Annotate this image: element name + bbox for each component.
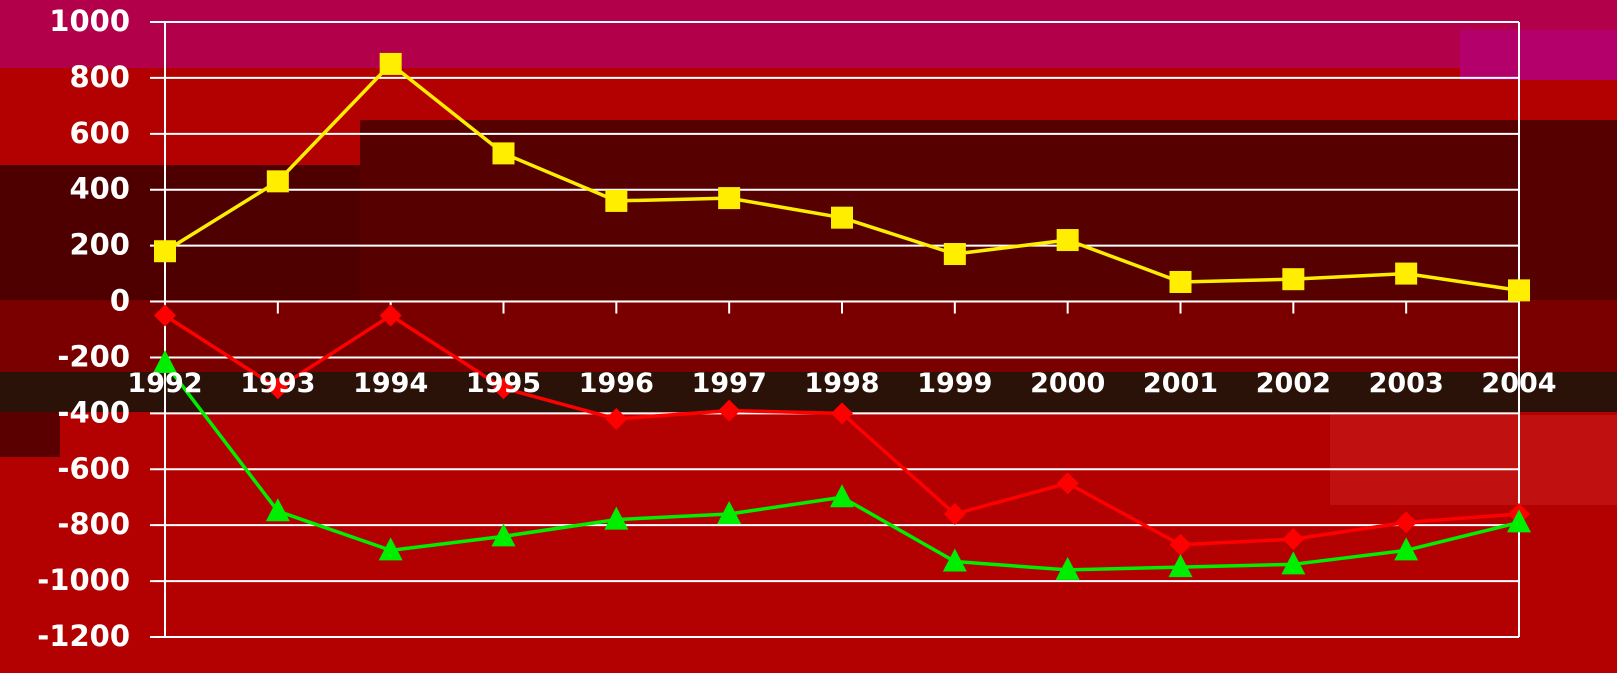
marker-triangle bbox=[265, 498, 290, 522]
marker-square bbox=[266, 170, 289, 193]
labels: -1200 -1000 -800 -600 -400 -200 0 200 400 600 800 1… bbox=[37, 4, 1556, 653]
y-tick-label: -200 bbox=[57, 339, 130, 373]
marker-triangle bbox=[942, 548, 967, 572]
lines bbox=[153, 52, 1531, 580]
y-tick-label: 400 bbox=[69, 172, 130, 206]
marker-triangle bbox=[830, 484, 854, 508]
x-tick-label: 2001 bbox=[1143, 368, 1218, 399]
marker-diamond bbox=[266, 377, 289, 400]
marker-square bbox=[154, 240, 176, 263]
y-tick-label: 600 bbox=[69, 116, 130, 150]
y-tick-label: 800 bbox=[69, 60, 130, 94]
x-tick-label: 1995 bbox=[466, 368, 541, 399]
marker-square bbox=[605, 189, 628, 212]
marker-diamond bbox=[718, 399, 741, 422]
marker-diamond bbox=[1056, 472, 1079, 495]
marker-diamond bbox=[379, 304, 402, 327]
x-tick-label: 2000 bbox=[1030, 368, 1105, 399]
marker-triangle bbox=[153, 350, 177, 374]
x-tick-label: 1993 bbox=[240, 368, 315, 399]
marker-triangle bbox=[717, 501, 742, 524]
y-tick-label: -800 bbox=[57, 507, 130, 541]
y-tick-label: 0 bbox=[110, 284, 130, 318]
marker-triangle bbox=[1394, 537, 1419, 561]
marker-square bbox=[1169, 270, 1192, 293]
x-tick-label: 1994 bbox=[353, 368, 428, 399]
marker-triangle bbox=[491, 523, 516, 547]
x-tick-label: 1999 bbox=[917, 368, 992, 399]
marker-square bbox=[718, 187, 741, 210]
marker-diamond bbox=[1169, 533, 1192, 556]
x-tick-label: 1998 bbox=[804, 368, 879, 399]
x-tick-label: 1992 bbox=[127, 368, 202, 399]
marker-diamond bbox=[154, 304, 176, 327]
marker-square bbox=[1395, 262, 1418, 285]
background-band bbox=[0, 0, 1617, 68]
marker-triangle bbox=[604, 506, 629, 530]
marker-triangle bbox=[1281, 551, 1306, 575]
marker-square bbox=[1282, 268, 1305, 291]
marker-triangle bbox=[1168, 554, 1193, 578]
y-tick-label: -400 bbox=[57, 395, 130, 429]
x-tick-label: 2003 bbox=[1369, 368, 1444, 399]
marker-square bbox=[379, 52, 402, 75]
marker-triangle bbox=[1055, 556, 1080, 580]
marker-diamond bbox=[1395, 511, 1418, 534]
x-tick-label: 1996 bbox=[579, 368, 654, 399]
background-band bbox=[0, 165, 360, 300]
y-tick-label: 200 bbox=[69, 228, 130, 262]
x-tick-label: 1997 bbox=[692, 368, 767, 399]
marker-square bbox=[492, 142, 515, 165]
marker-triangle bbox=[1507, 509, 1531, 533]
background-band bbox=[0, 300, 1617, 372]
background-band bbox=[360, 120, 1617, 300]
marker-square bbox=[943, 243, 966, 266]
y-tick-label: -600 bbox=[57, 451, 130, 485]
background-band bbox=[0, 372, 1617, 412]
background-band bbox=[0, 412, 60, 457]
marker-square bbox=[1056, 229, 1079, 252]
background-band bbox=[1460, 30, 1617, 80]
marker-diamond bbox=[1282, 528, 1305, 551]
y-tick-label: 1000 bbox=[49, 4, 130, 38]
grid bbox=[150, 21, 1519, 638]
marker-diamond bbox=[605, 407, 628, 430]
x-tick-label: 2002 bbox=[1256, 368, 1331, 399]
marker-diamond bbox=[831, 402, 853, 425]
x-tick-label: 2004 bbox=[1481, 368, 1556, 399]
y-tick-label: -1200 bbox=[37, 619, 130, 653]
marker-diamond bbox=[943, 503, 966, 525]
marker-square bbox=[831, 206, 853, 229]
marker-triangle bbox=[378, 537, 403, 561]
y-tick-label: -1000 bbox=[37, 563, 130, 597]
marker-diamond bbox=[492, 377, 515, 400]
marker-square bbox=[1508, 279, 1530, 302]
background-band bbox=[1330, 415, 1617, 505]
